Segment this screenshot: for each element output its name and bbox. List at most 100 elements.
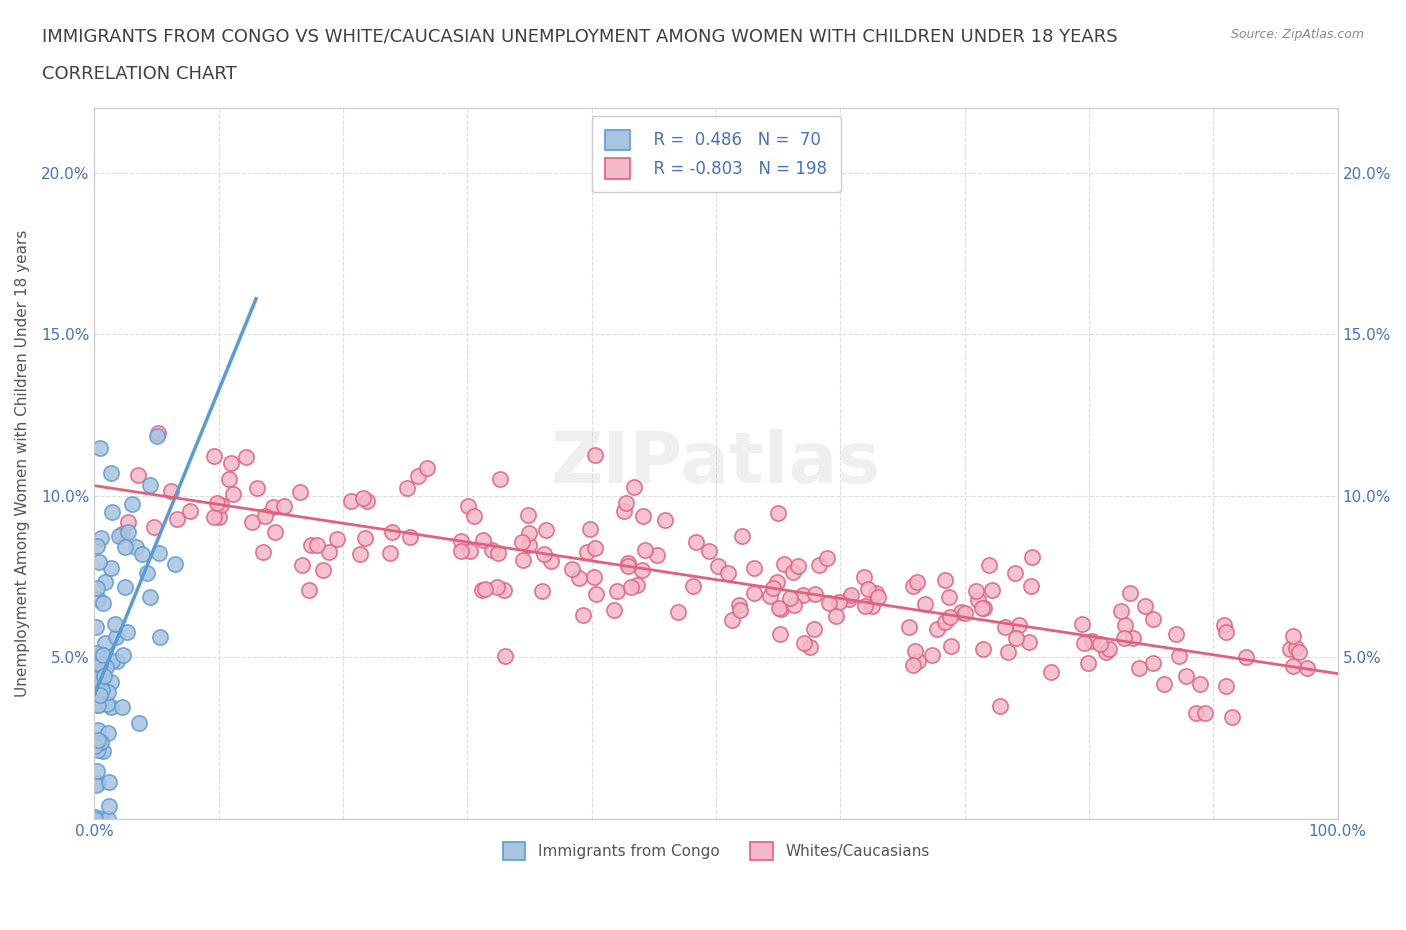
Point	[246, 481, 269, 496]
Point	[100, 560, 122, 575]
Point	[84, 666, 107, 681]
Point	[209, 498, 232, 512]
Point	[1278, 642, 1301, 657]
Point	[90, 811, 112, 826]
Point	[1288, 644, 1310, 659]
Point	[603, 603, 626, 618]
Point	[606, 583, 628, 598]
Point	[759, 589, 782, 604]
Point	[654, 513, 676, 528]
Point	[354, 530, 377, 545]
Point	[494, 649, 516, 664]
Point	[399, 530, 422, 545]
Point	[939, 609, 962, 624]
Point	[901, 658, 924, 672]
Point	[202, 448, 225, 463]
Point	[988, 698, 1011, 713]
Point	[395, 480, 418, 495]
Point	[488, 472, 510, 486]
Point	[613, 504, 636, 519]
Point	[252, 545, 274, 560]
Point	[965, 583, 987, 598]
Point	[219, 456, 242, 471]
Point	[934, 573, 956, 588]
Point	[97, 685, 120, 700]
Point	[1018, 634, 1040, 649]
Point	[84, 671, 107, 686]
Point	[1194, 706, 1216, 721]
Point	[517, 508, 540, 523]
Point	[967, 592, 990, 607]
Point	[139, 590, 162, 604]
Point	[1094, 644, 1116, 659]
Point	[90, 681, 112, 696]
Point	[108, 528, 131, 543]
Point	[904, 644, 927, 658]
Point	[762, 581, 785, 596]
Text: ZIPatlas: ZIPatlas	[551, 429, 882, 498]
Point	[1282, 658, 1305, 673]
Point	[104, 630, 127, 644]
Point	[1282, 629, 1305, 644]
Point	[100, 466, 122, 481]
Point	[352, 490, 374, 505]
Point	[262, 499, 284, 514]
Point	[406, 469, 429, 484]
Point	[817, 596, 839, 611]
Text: CORRELATION CHART: CORRELATION CHART	[42, 65, 238, 83]
Point	[86, 764, 108, 779]
Point	[381, 525, 404, 539]
Point	[218, 472, 240, 487]
Point	[117, 525, 139, 539]
Point	[807, 557, 830, 572]
Point	[288, 485, 311, 499]
Point	[585, 587, 607, 602]
Point	[1004, 565, 1026, 580]
Point	[903, 579, 925, 594]
Point	[100, 699, 122, 714]
Point	[312, 563, 335, 578]
Point	[579, 521, 602, 536]
Point	[1114, 618, 1136, 632]
Point	[89, 441, 111, 456]
Point	[1142, 611, 1164, 626]
Point	[1164, 626, 1187, 641]
Point	[769, 602, 792, 617]
Point	[1112, 631, 1135, 645]
Point	[865, 586, 887, 601]
Point	[318, 545, 340, 560]
Point	[146, 429, 169, 444]
Point	[742, 560, 765, 575]
Point	[100, 674, 122, 689]
Point	[583, 569, 606, 584]
Point	[728, 598, 751, 613]
Point	[463, 509, 485, 524]
Point	[787, 558, 810, 573]
Point	[112, 648, 135, 663]
Point	[783, 598, 806, 613]
Point	[1168, 648, 1191, 663]
Point	[104, 617, 127, 631]
Point	[117, 625, 139, 640]
Point	[458, 544, 481, 559]
Point	[117, 514, 139, 529]
Point	[94, 635, 117, 650]
Point	[934, 614, 956, 629]
Point	[96, 697, 118, 711]
Point	[84, 619, 107, 634]
Point	[1088, 637, 1111, 652]
Point	[84, 778, 107, 793]
Point	[517, 526, 540, 541]
Point	[1215, 678, 1237, 693]
Point	[91, 596, 114, 611]
Point	[1188, 677, 1211, 692]
Point	[1185, 706, 1208, 721]
Point	[86, 723, 108, 737]
Point	[415, 460, 437, 475]
Point	[994, 619, 1017, 634]
Point	[905, 575, 928, 590]
Point	[1142, 656, 1164, 671]
Point	[86, 538, 108, 553]
Point	[94, 575, 117, 590]
Point	[973, 601, 995, 616]
